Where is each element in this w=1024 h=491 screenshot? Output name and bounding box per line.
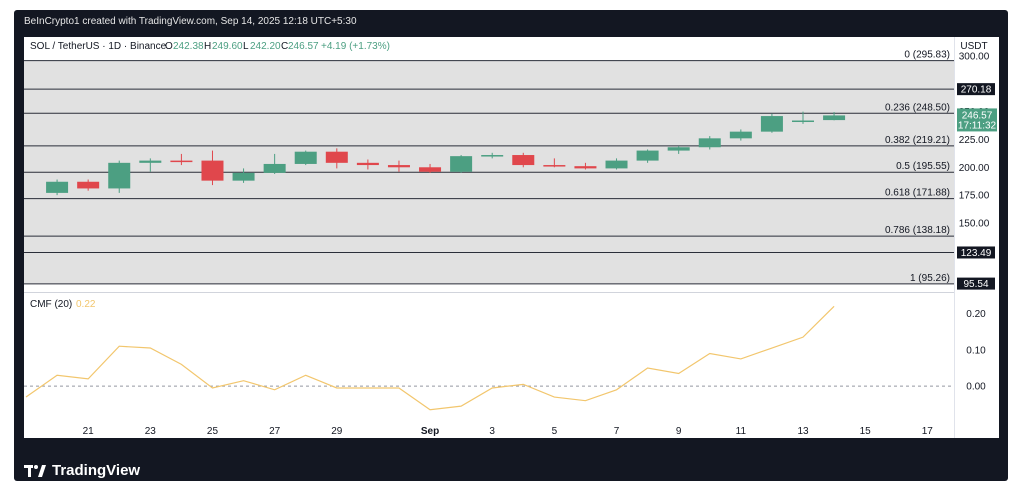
x-tick-6: 3: [489, 426, 495, 437]
x-tick-2: 25: [207, 426, 219, 437]
legend-c-label: C: [281, 41, 288, 52]
fib-lines: 0 (295.83) 0.236 (248.50) 0.382 (219.21) 0.…: [24, 50, 954, 285]
price-tick-3: 200.00: [959, 163, 990, 174]
legend-low: 242.20: [250, 41, 281, 52]
price-tag-last-bg: [957, 108, 997, 132]
fib-label-3: 0.5 (195.55): [896, 161, 950, 172]
price-tag-countdown: 17:11:32: [958, 120, 997, 131]
x-tick-13: 17: [922, 426, 934, 437]
candle-body-23: [760, 116, 783, 132]
x-tick-10: 11: [736, 426, 747, 437]
x-axis-spacer: [24, 438, 999, 442]
legend-high: 249.60: [212, 41, 243, 52]
x-tick-3: 27: [269, 426, 281, 437]
price-tag-270-bg: [957, 83, 995, 96]
candle-body-11: [387, 165, 410, 168]
fib-label-6: 1 (95.26): [910, 273, 950, 284]
legend-h-label: H: [204, 41, 211, 52]
x-tick-7: 5: [552, 426, 558, 437]
candle-body-5: [201, 160, 224, 181]
candle-body-24: [792, 120, 814, 123]
x-tick-11: 13: [797, 426, 809, 437]
x-axis-ticks: 21 23 25 27 29 Sep 3 5 7 9 11 13 15 17: [83, 426, 934, 437]
cmf-tick-0: 0.20: [966, 309, 986, 320]
legend-symbol: SOL / TetherUS · 1D · Binance: [30, 41, 167, 52]
fib-label-2: 0.382 (219.21): [885, 135, 950, 146]
x-tick-5: Sep: [421, 426, 439, 437]
legend-o-label: O: [165, 41, 173, 52]
x-tick-9: 9: [676, 426, 682, 437]
legend-close: 246.57: [288, 41, 319, 52]
candle-body-17: [574, 166, 597, 169]
candle-body-9: [325, 151, 348, 163]
tradingview-logo-icon: [24, 464, 46, 477]
chart-panel[interactable]: 0 (295.83) 0.236 (248.50) 0.382 (219.21) 0.…: [24, 37, 1024, 475]
candle-body-3: [139, 160, 162, 163]
price-tag-123: 123.49: [961, 248, 992, 259]
legend-open: 242.38: [173, 41, 204, 52]
price-tick-2: 225.00: [959, 135, 990, 146]
fib-label-0: 0 (295.83): [904, 50, 950, 61]
fib-label-1: 0.236 (248.50): [885, 102, 950, 113]
x-tick-12: 15: [860, 426, 872, 437]
x-tick-0: 21: [83, 426, 95, 437]
cmf-axis-ticks: 0.20 0.10 0.00: [966, 309, 986, 393]
x-tick-8: 7: [614, 426, 620, 437]
candle-body-22: [729, 131, 752, 139]
cmf-line: [25, 305, 835, 411]
cmf-pane-background: [24, 293, 954, 438]
candle-body-25: [823, 115, 846, 121]
price-axis-background: [954, 37, 999, 438]
candle-body-0: [46, 181, 69, 193]
candle-body-13: [450, 156, 473, 172]
candles: [46, 111, 846, 196]
legend-change: +4.19 (+1.73%): [321, 41, 390, 52]
fib-label-4: 0.618 (171.88): [885, 188, 950, 199]
candle-body-1: [77, 181, 100, 189]
chart-svg[interactable]: 0 (295.83) 0.236 (248.50) 0.382 (219.21) 0.…: [24, 37, 999, 442]
candle-body-7: [263, 163, 286, 173]
tradingview-logo-text: TradingView: [52, 462, 141, 479]
candle-body-21: [698, 138, 721, 148]
chart-frame: BeInCrypto1 created with TradingView.com…: [14, 10, 1008, 481]
price-tick-5: 150.00: [959, 218, 990, 229]
candle-body-14: [481, 155, 504, 157]
candle-body-4: [170, 160, 193, 163]
cmf-tick-1: 0.10: [966, 345, 986, 356]
price-tag-123-bg: [957, 246, 995, 259]
attribution-text: BeInCrypto1 created with TradingView.com…: [24, 16, 357, 27]
legend-l-label: L: [243, 41, 249, 52]
fib-label-5: 0.786 (138.18): [885, 225, 950, 236]
x-tick-4: 29: [331, 426, 343, 437]
x-tick-1: 23: [145, 426, 157, 437]
tradingview-logo[interactable]: TradingView: [24, 462, 140, 479]
candle-body-10: [356, 162, 379, 166]
price-axis-currency: USDT: [960, 41, 987, 52]
candle-body-20: [667, 147, 690, 151]
price-tag-270: 270.18: [961, 85, 992, 96]
cmf-pane: [24, 305, 954, 411]
candle-body-16: [543, 165, 566, 167]
candle-body-15: [512, 155, 535, 166]
price-tag-95: 95.54: [963, 279, 988, 290]
cmf-value: 0.22: [76, 299, 96, 310]
price-tick-0: 300.00: [959, 51, 990, 62]
candle-body-19: [636, 150, 659, 161]
candle-body-12: [419, 167, 442, 172]
cmf-tick-2: 0.00: [966, 382, 986, 393]
price-tick-4: 175.00: [959, 191, 990, 202]
cmf-title: CMF (20): [30, 299, 72, 310]
price-tag-95-bg: [957, 277, 995, 290]
candle-body-8: [294, 151, 317, 164]
candle-body-6: [232, 172, 255, 181]
candle-body-18: [605, 160, 628, 169]
price-tag-last: 246.57: [962, 110, 993, 121]
candle-body-2: [108, 162, 131, 189]
